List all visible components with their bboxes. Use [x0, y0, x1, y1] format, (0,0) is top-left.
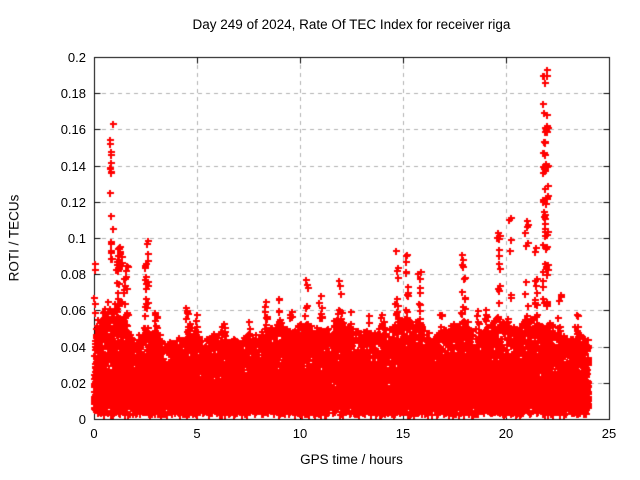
- x-tick-label: 20: [498, 426, 514, 441]
- y-tick-label: 0.2: [67, 50, 86, 65]
- y-tick-label: 0.08: [60, 267, 86, 283]
- x-axis-label: GPS time / hours: [300, 452, 403, 467]
- x-tick-label: 0: [90, 426, 98, 441]
- y-tick-label: 0.14: [60, 158, 86, 174]
- x-tick-label: 10: [292, 426, 308, 441]
- y-tick-label: 0.06: [60, 303, 86, 319]
- chart-title: Day 249 of 2024, Rate Of TEC Index for r…: [192, 17, 511, 32]
- y-tick-label: 0.12: [60, 194, 86, 210]
- x-tick-label: 15: [395, 426, 411, 441]
- y-tick-label: 0: [78, 412, 86, 427]
- y-tick-label: 0.16: [60, 122, 86, 138]
- x-tick-label: 25: [601, 426, 617, 441]
- y-tick-label: 0.18: [60, 86, 86, 102]
- y-tick-label: 0.02: [60, 375, 86, 391]
- x-tick-label: 5: [193, 426, 201, 441]
- y-tick-label: 0.1: [67, 231, 86, 246]
- y-tick-label: 0.04: [60, 339, 86, 355]
